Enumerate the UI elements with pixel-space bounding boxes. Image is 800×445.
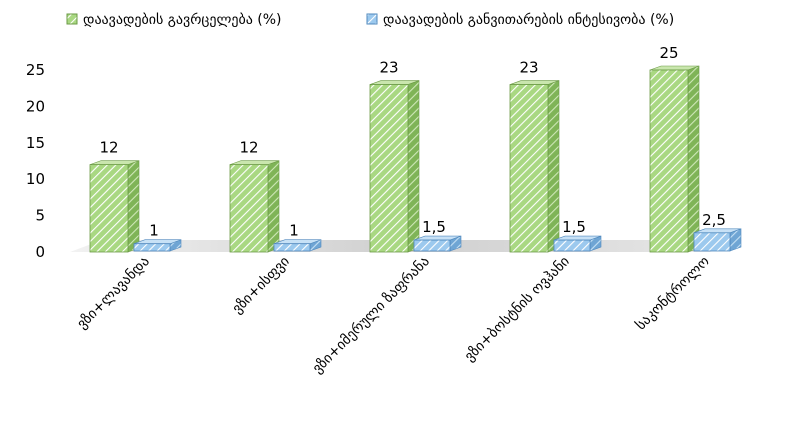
bar-front bbox=[273, 243, 311, 252]
bar-series-2 bbox=[133, 239, 182, 252]
data-label: 1 bbox=[149, 222, 159, 240]
data-label: 12 bbox=[239, 139, 258, 157]
bar-front bbox=[89, 164, 129, 253]
data-label: 23 bbox=[519, 59, 538, 77]
category-label: ვზი+ისფვი bbox=[229, 254, 292, 317]
legend-item-series-1: დაავადების გავრცელება (%) bbox=[66, 11, 282, 28]
y-tick-label: 15 bbox=[26, 134, 45, 152]
data-label: 1 bbox=[289, 222, 299, 240]
bar-side bbox=[687, 65, 700, 253]
data-label: 1,5 bbox=[562, 218, 586, 236]
data-label: 1,5 bbox=[422, 218, 446, 236]
y-tick-label: 5 bbox=[35, 207, 45, 225]
legend-label-series-2: დაავადების განვითარების ინტესივობა (%) bbox=[383, 11, 674, 28]
bars bbox=[89, 65, 742, 253]
bar-series-2 bbox=[413, 235, 462, 252]
bar-front bbox=[369, 84, 409, 253]
bar-series-1 bbox=[89, 160, 140, 253]
category-label: საკონტროლო bbox=[632, 253, 713, 334]
legend-swatch-blue bbox=[366, 13, 378, 25]
bar-side bbox=[267, 160, 280, 253]
data-label: 2,5 bbox=[702, 211, 726, 229]
bar-front bbox=[649, 69, 689, 253]
data-label: 23 bbox=[379, 59, 398, 77]
category-labels: ვზი+ლავანდა ვზი+ისფვი ვზი+იმერული ზაფრანა ვ… bbox=[74, 253, 713, 377]
bar-side bbox=[407, 80, 420, 253]
bar-front bbox=[693, 232, 731, 252]
y-tick-label: 20 bbox=[26, 97, 45, 115]
bar-series-2 bbox=[273, 239, 322, 252]
bar-front bbox=[229, 164, 269, 253]
bar-series-1 bbox=[649, 65, 700, 253]
legend: დაავადების გავრცელება (%) დაავადების გან… bbox=[66, 11, 674, 28]
bar-series-2 bbox=[693, 228, 742, 252]
bar-series-1 bbox=[509, 80, 560, 253]
data-labels: 12 1 12 1 23 1,5 23 1,5 25 2,5 bbox=[99, 44, 725, 240]
y-tick-label: 25 bbox=[26, 61, 45, 79]
bar-series-2 bbox=[553, 235, 602, 252]
bar-front bbox=[133, 243, 171, 252]
legend-label-series-1: დაავადების გავრცელება (%) bbox=[83, 11, 282, 28]
category-label: ვზი+ლავანდა bbox=[74, 254, 153, 333]
bar-front bbox=[509, 84, 549, 253]
legend-swatch-green bbox=[66, 13, 78, 25]
y-tick-label: 10 bbox=[26, 170, 45, 188]
bar-front bbox=[553, 239, 591, 252]
data-label: 12 bbox=[99, 139, 118, 157]
bar-series-1 bbox=[369, 80, 420, 253]
y-tick-label: 0 bbox=[35, 243, 45, 261]
bar-front bbox=[413, 239, 451, 252]
category-label: ვზი+ბოსტნის ოვჰანი bbox=[462, 254, 573, 365]
bar-side bbox=[547, 80, 560, 253]
bar-side bbox=[127, 160, 140, 253]
legend-item-series-2: დაავადების განვითარების ინტესივობა (%) bbox=[366, 11, 674, 28]
data-label: 25 bbox=[659, 44, 678, 62]
category-label: ვზი+იმერული ზაფრანა bbox=[309, 253, 433, 377]
bar-series-1 bbox=[229, 160, 280, 253]
y-axis: 0 5 10 15 20 25 bbox=[26, 61, 45, 261]
